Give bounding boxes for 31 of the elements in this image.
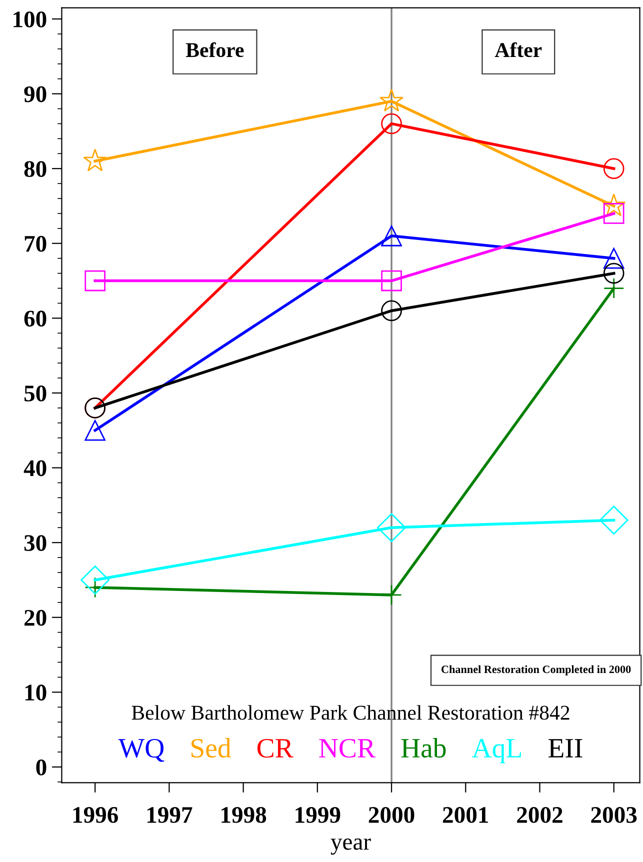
- y-tick-label: 40: [24, 460, 46, 476]
- annotation: Before: [186, 42, 244, 58]
- x-tick-label: 1996: [73, 807, 118, 823]
- y-tick-label: 80: [24, 161, 46, 178]
- text: CR: [257, 738, 294, 758]
- x-tick-label: 2002: [517, 806, 562, 823]
- annotation: Channel Restoration Completed in 2000: [442, 665, 631, 676]
- text: Hab: [401, 738, 446, 758]
- text: WQ: [118, 738, 164, 762]
- text: Sed: [192, 738, 231, 758]
- annotation: After: [494, 42, 542, 58]
- text: AqL: [472, 739, 522, 764]
- y-tick-label: 90: [24, 86, 46, 102]
- y-tick-label: 60: [24, 310, 46, 327]
- text: NCR: [319, 738, 376, 758]
- x-tick-label: 1999: [296, 807, 340, 823]
- y-tick-label: 30: [24, 535, 46, 552]
- y-tick-label: 0: [36, 759, 46, 776]
- y-tick-label: 70: [24, 236, 46, 252]
- x-axis-title: year: [330, 838, 371, 855]
- x-tick-label: 1998: [222, 806, 266, 823]
- legend-title: Below Bartholomew Park Channel Restoration #842: [132, 705, 570, 720]
- x-tick-label: 2003: [591, 806, 637, 823]
- text: EII: [548, 739, 582, 758]
- y-tick-label: 10: [25, 684, 46, 701]
- y-tick-label: 20: [24, 610, 46, 626]
- y-tick-label: 50: [24, 385, 46, 402]
- x-tick-label: 2000: [368, 806, 414, 823]
- x-tick-label: 2001: [443, 806, 488, 823]
- x-tick-label: 1997: [147, 807, 192, 823]
- y-tick-label: 100: [14, 11, 46, 28]
